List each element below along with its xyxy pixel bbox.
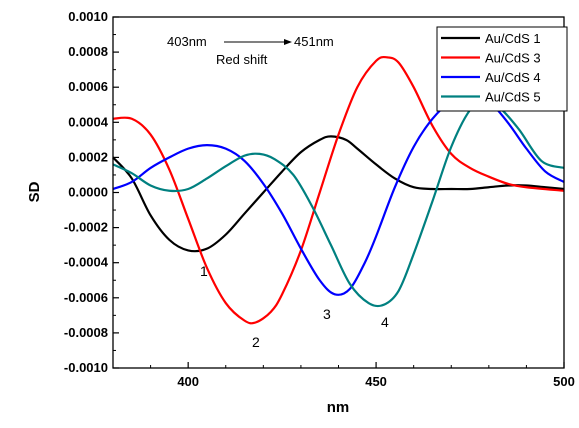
- peak-label-2: 2: [252, 334, 260, 350]
- peak-label-4: 4: [381, 314, 389, 330]
- legend: Au/CdS 1 Au/CdS 3 Au/CdS 4 Au/CdS 5: [436, 26, 568, 112]
- x-tick-label: 500: [553, 374, 575, 389]
- series-line-3: [112, 93, 565, 296]
- series-line-1: [112, 135, 565, 253]
- y-tick-label: 0.0000: [68, 185, 108, 200]
- series-line-2: [112, 55, 565, 325]
- y-tick-label: -0.0004: [64, 255, 109, 270]
- y-tick-label: 0.0006: [68, 79, 108, 94]
- y-tick-label: 0.0010: [68, 9, 108, 24]
- x-tick-label: 450: [365, 374, 387, 389]
- y-tick-label: 0.0008: [68, 44, 108, 59]
- legend-label-3: Au/CdS 4: [485, 70, 541, 85]
- y-tick-label: -0.0010: [64, 360, 108, 375]
- peak-label-1: 1: [200, 263, 208, 279]
- peak-labels: 1 2 3 4: [200, 263, 389, 350]
- y-axis-title: SD: [26, 181, 43, 202]
- y-tick-label: -0.0006: [64, 290, 108, 305]
- y-tick-label: -0.0002: [64, 220, 108, 235]
- legend-label-1: Au/CdS 1: [485, 31, 541, 46]
- red-shift-annotation: 403nm 451nm Red shift: [167, 34, 334, 67]
- red-shift-arrowhead: [284, 39, 292, 45]
- legend-label-2: Au/CdS 3: [485, 51, 541, 66]
- y-tick-label: 0.0004: [68, 114, 109, 129]
- peak-label-3: 3: [323, 306, 331, 322]
- x-axis-title: nm: [327, 399, 350, 416]
- red-shift-label: Red shift: [216, 52, 268, 67]
- y-tick-label: -0.0008: [64, 325, 108, 340]
- plot-frame: [112, 16, 565, 369]
- start-wavelength-label: 403nm: [167, 34, 207, 49]
- end-wavelength-label: 451nm: [294, 34, 334, 49]
- y-tick-label: 0.0002: [68, 149, 108, 164]
- tick-labels: -0.0010 -0.0008 -0.0006 -0.0004 -0.0002 0.000…: [64, 9, 575, 389]
- x-tick-label: 400: [177, 374, 199, 389]
- legend-label-4: Au/CdS 5: [485, 90, 541, 105]
